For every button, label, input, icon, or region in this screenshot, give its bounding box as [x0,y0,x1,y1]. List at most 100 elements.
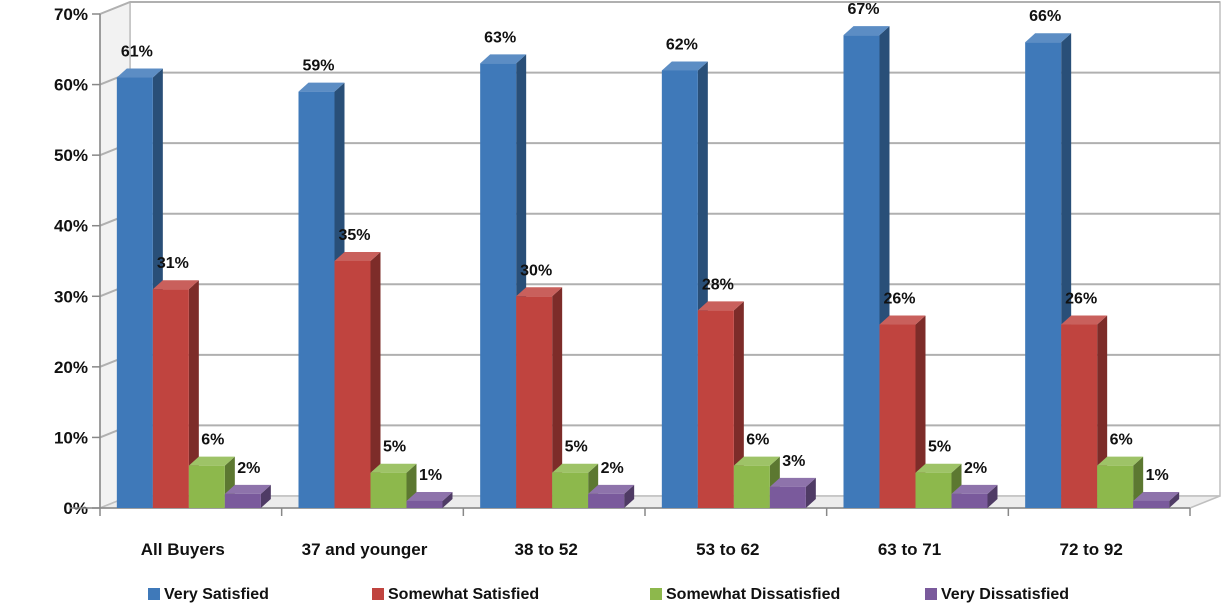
axis-layer: 0%10%20%30%40%50%60%70%All Buyers 37 and … [54,5,1191,559]
y-tick-label: 70% [54,5,88,24]
bar-top [843,26,890,36]
bar-top [370,463,417,473]
data-label: 30% [520,262,552,279]
bar-side [624,484,635,508]
bar [879,315,926,508]
bar-side [188,280,199,508]
data-label: 1% [1146,467,1169,484]
bar-front [697,310,734,508]
legend-swatch [148,588,160,600]
bar-front [843,35,880,509]
x-tick-label: All Buyers [141,540,225,559]
bar-top [697,301,744,311]
bar-top [1061,315,1108,325]
bar [1133,491,1180,508]
bar-top [188,456,235,466]
bar-top [116,68,163,78]
bar [588,484,635,508]
bar [697,301,744,508]
data-labels-layer: 61% 31% 6% 2% 59% 35% 5% 1% 63% 30% 5% 2% 62% 28% 6% 3%… [121,1,1169,484]
x-tick-label: 72 to 92 [1060,540,1123,559]
bar-front [915,472,952,508]
bar-top [588,484,635,494]
bar [769,477,816,508]
bar-top [879,315,926,325]
y-tick-label: 20% [54,358,88,377]
legend-swatch [372,588,384,600]
bar-top [733,456,780,466]
x-tick-label: 37 and younger [302,540,428,559]
bar-top [769,477,816,487]
bar [188,456,235,508]
bar-front [370,472,407,508]
data-label: 3% [782,453,805,470]
bar [152,280,199,508]
bar [334,252,381,508]
bar-side [915,315,926,508]
data-label: 2% [964,460,987,477]
data-label: 62% [666,36,698,53]
gridline-side [99,1,131,15]
bar-top [152,280,199,290]
bar-front [116,77,153,508]
legend-label: Very Satisfied [164,586,269,603]
bar-side [733,301,744,508]
bar-front [1061,324,1098,508]
bar-front [552,472,589,508]
legend-item: Somewhat Satisfied [372,586,539,603]
bar-top [1097,456,1144,466]
legend-item: Very Dissatisfied [925,586,1069,603]
data-label: 26% [1065,291,1097,308]
bar-top [334,252,381,261]
bar-top [661,61,708,71]
bar-front [224,493,261,508]
bar-top [552,463,599,473]
bar-front [951,493,988,508]
bar-front [480,63,517,509]
bar-side [552,287,563,508]
bar-top [951,484,998,494]
bar-front [661,70,698,508]
data-label: 6% [1110,432,1133,449]
data-label: 26% [883,291,915,308]
bars-layer [116,26,1180,509]
bar-front [1025,42,1062,508]
bar-front [516,296,553,508]
bar [951,484,998,508]
bar-front [588,493,625,508]
bar-front [188,465,225,508]
bar-side [987,484,998,508]
y-tick-label: 40% [54,217,88,236]
legend-swatch [925,588,937,600]
y-tick-label: 30% [54,287,88,306]
bar-front [152,289,189,508]
legend-item: Somewhat Dissatisfied [650,586,840,603]
y-tick-label: 60% [54,76,88,95]
bar-top [516,287,563,297]
legend-label: Somewhat Dissatisfied [666,586,840,603]
legend-item: Very Satisfied [148,586,269,603]
bar-front [1097,465,1134,508]
bar-top [915,463,962,473]
data-label: 6% [201,432,224,449]
y-tick-label: 50% [54,146,88,165]
legend-swatch [650,588,662,600]
bar [224,484,271,508]
data-label: 5% [383,439,406,456]
data-label: 35% [338,227,370,244]
bar-side [260,484,271,508]
bar-top [298,82,345,92]
data-label: 31% [157,255,189,272]
bar-top [1133,491,1180,501]
bar-front [406,500,443,508]
data-label: 5% [928,439,951,456]
data-label: 59% [302,58,334,75]
bar-top [1025,33,1072,43]
bar-front [334,261,371,508]
legend-label: Very Dissatisfied [941,586,1069,603]
data-label: 67% [847,1,879,18]
data-label: 2% [601,460,624,477]
y-tick-label: 10% [54,428,88,447]
bar-side [1169,491,1180,508]
